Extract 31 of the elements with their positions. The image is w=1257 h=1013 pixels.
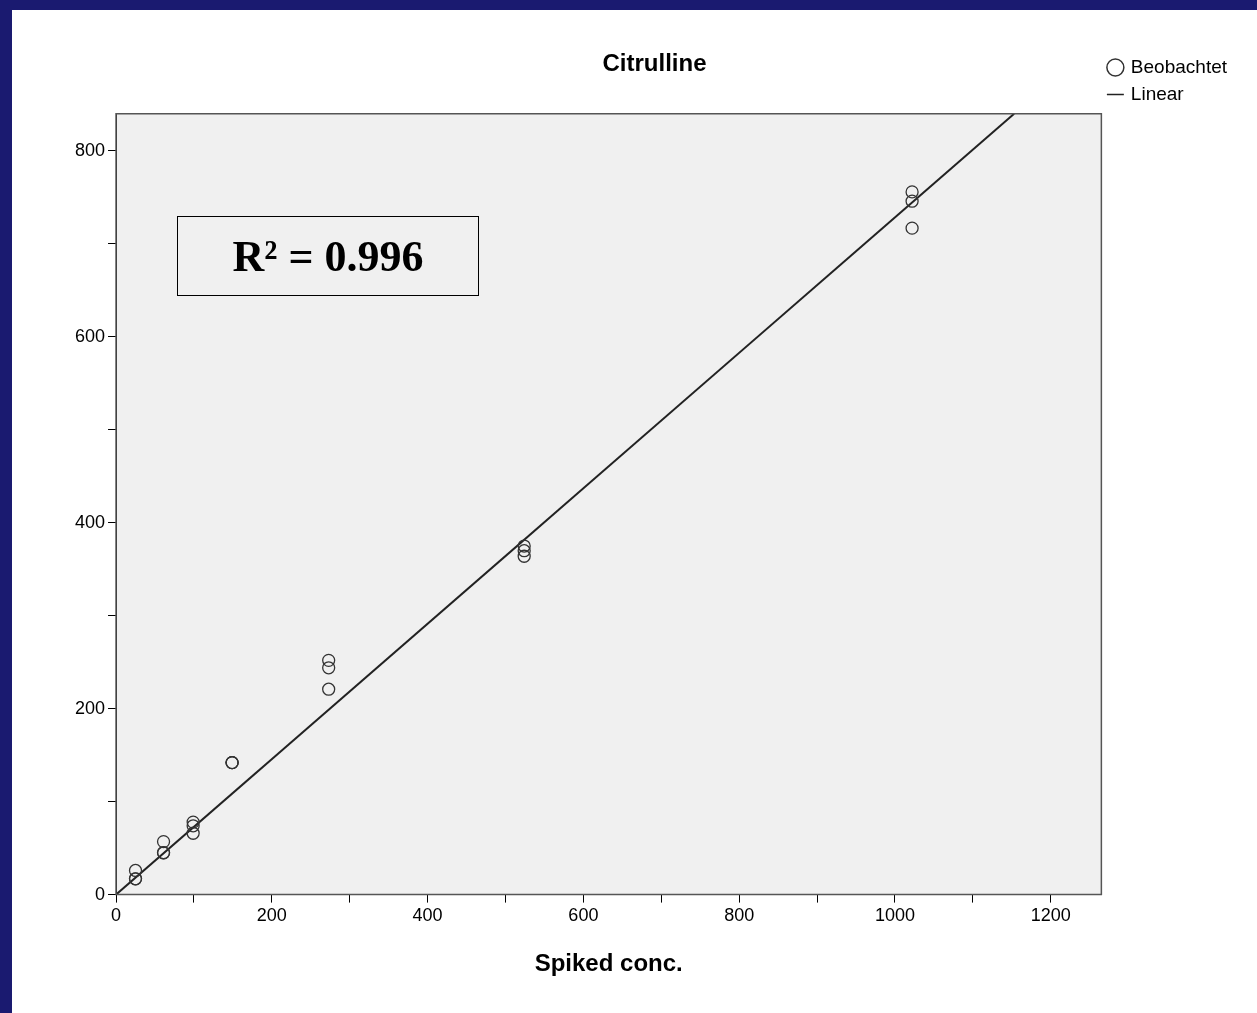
point — [322, 682, 336, 696]
x-tick-label: 800 — [724, 905, 755, 926]
point — [905, 221, 919, 235]
point — [322, 653, 336, 668]
x-tick-label: 1000 — [874, 905, 915, 926]
point — [905, 185, 919, 199]
y-tick-label: 600 — [74, 325, 106, 346]
annotation: R² = 0.996 — [177, 216, 479, 296]
x-tick-label: 200 — [256, 905, 287, 926]
x-tick-label: 0 — [111, 905, 122, 926]
x-tick-label: 400 — [412, 905, 443, 926]
y-tick-label: 0 — [95, 883, 106, 904]
x-tick-label: 1200 — [1030, 905, 1071, 926]
point — [322, 661, 336, 675]
y-tick-label: 400 — [74, 511, 106, 532]
y-tick-label: 200 — [74, 697, 106, 718]
point — [186, 815, 200, 829]
point — [186, 826, 200, 840]
point — [517, 544, 531, 558]
point — [517, 539, 531, 553]
point — [156, 834, 171, 849]
y-tick-label: 800 — [74, 139, 106, 160]
point — [517, 549, 531, 563]
chart-title: Citrulline — [602, 49, 707, 77]
legend-label: Linear — [1130, 82, 1185, 104]
point — [186, 819, 200, 833]
legend-label: Beobachtet — [1130, 55, 1228, 77]
point — [128, 863, 143, 878]
x-tick-label: 600 — [568, 905, 599, 926]
x-axis-title: Spiked conc. — [534, 949, 683, 977]
point — [905, 194, 919, 208]
